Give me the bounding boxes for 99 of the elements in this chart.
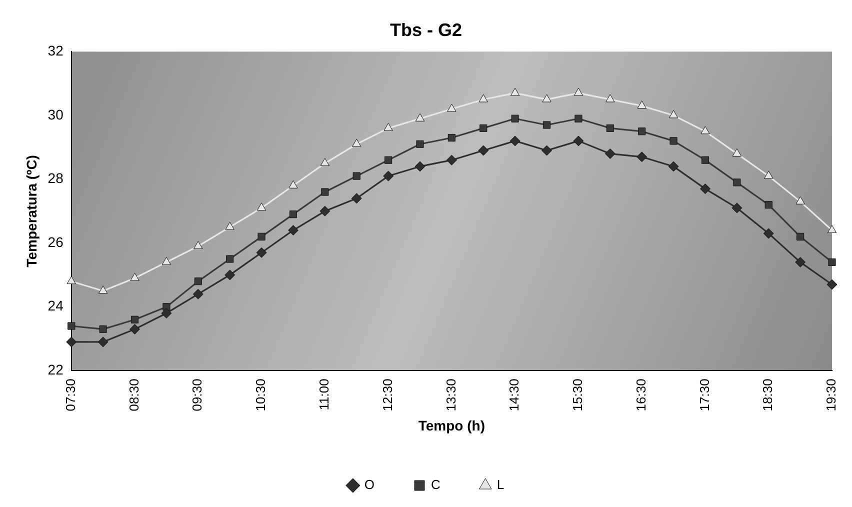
point [448,134,456,142]
point [288,225,298,236]
point [98,336,108,348]
x-tick-label: 07:30 [62,378,78,412]
x-tick-label: 11:00 [316,378,332,410]
point [321,188,329,196]
point [796,196,805,204]
point [764,170,774,179]
y-tick-label: 26 [48,234,64,250]
point [796,232,804,240]
point [732,148,742,156]
x-tick-label: 15:30 [570,378,586,412]
point [351,193,362,204]
point [480,124,488,132]
y-tick-label: 30 [48,106,64,122]
x-tick-label: 10:30 [253,378,268,412]
point [670,137,678,145]
x-tick-label: 18:30 [760,378,776,412]
point [636,152,648,162]
point [224,270,236,280]
point [574,88,584,96]
point [701,156,710,164]
point [510,136,520,146]
point [258,232,266,240]
point [130,324,140,334]
point [478,94,488,102]
x-tick-label: 13:30 [443,378,458,412]
legend-label: O [364,477,375,492]
point [416,140,424,148]
point [574,114,582,122]
point [542,145,552,156]
point [511,114,519,122]
point [162,256,172,265]
point [256,202,266,211]
x-tick-label: 08:30 [126,378,142,412]
point [414,161,426,172]
x-tick-label: 16:30 [633,378,648,412]
point [510,88,520,96]
point [638,128,646,136]
point [700,184,710,194]
point [384,156,392,164]
x-tick-label: 14:30 [506,378,522,412]
point [478,145,489,156]
point [542,121,551,129]
y-tick-label: 22 [48,362,64,378]
point [256,247,267,258]
point [130,316,139,324]
point [225,222,234,230]
point [352,172,360,180]
y-axis-title: Temperatura (ºC) [23,155,40,268]
point [415,113,425,122]
point [289,210,298,218]
point [99,325,107,333]
y-tick-label: 24 [48,298,64,314]
point [604,148,616,159]
point [732,202,742,214]
chart-title: Tbs - G2 [390,20,462,40]
legend-label: L [496,477,504,492]
point [68,322,76,330]
legend-label: C [430,477,440,492]
x-tick-label: 12:30 [380,378,395,412]
point [320,158,330,166]
point [795,256,806,268]
point [573,136,584,146]
point [98,286,108,294]
x-axis-title: Tempo (h) [418,417,485,434]
point [288,180,298,188]
point [764,200,772,209]
point [383,170,394,182]
point [446,154,457,166]
point [700,126,710,134]
point [828,258,836,266]
x-tick-label: 09:30 [190,378,205,412]
point [320,206,330,216]
y-tick-label: 32 [48,42,64,58]
point [130,272,140,281]
point [542,94,552,102]
point [192,288,204,300]
x-tick-label: 19:30 [824,378,839,412]
point [668,161,679,172]
point [352,138,362,147]
point [447,104,456,112]
y-tick-label: 28 [48,170,64,186]
point [763,228,774,239]
point [66,276,76,284]
point [384,122,393,131]
point [668,110,678,118]
point [161,308,172,318]
point [606,124,614,132]
point [826,279,838,290]
point [226,255,234,263]
point [733,178,741,186]
x-tick-label: 17:30 [696,378,712,412]
point [637,100,646,109]
point [606,94,615,102]
point [66,336,77,348]
point [194,240,203,249]
point [827,225,837,234]
point [194,278,202,286]
